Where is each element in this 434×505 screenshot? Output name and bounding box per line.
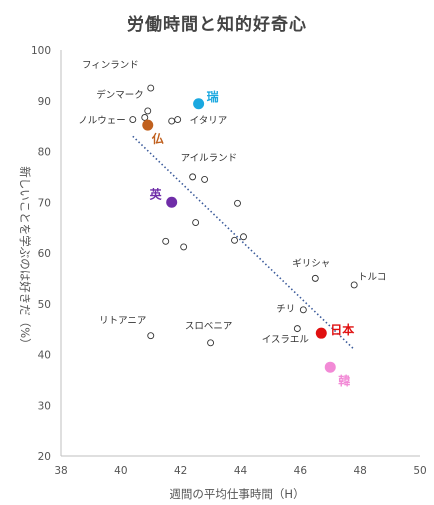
point-label: アイルランド — [181, 153, 238, 164]
highlight-label: 英 — [150, 186, 163, 201]
data-point — [350, 281, 358, 289]
y-tick-label: 60 — [38, 248, 51, 260]
x-tick-label: 38 — [54, 465, 67, 477]
x-tick-label: 50 — [413, 465, 426, 477]
highlight-point — [142, 119, 154, 131]
point-label: スロベニア — [185, 321, 233, 332]
highlight-point — [166, 196, 178, 208]
point-label: イタリア — [190, 116, 228, 127]
y-axis-title: 新しいことを学ぶのは好きだ（%） — [18, 166, 32, 349]
data-point — [144, 107, 152, 115]
y-tick-label: 30 — [38, 400, 51, 412]
data-point — [293, 325, 301, 333]
x-tick-label: 44 — [234, 465, 248, 477]
y-tick-label: 70 — [38, 197, 51, 209]
highlight-point — [324, 361, 336, 373]
x-tick-label: 40 — [114, 465, 127, 477]
highlight-point — [193, 98, 205, 110]
point-label: ノルウェー — [78, 116, 126, 127]
chart-title: 労働時間と知的好奇心 — [127, 15, 307, 35]
highlight-label: 瑞 — [207, 89, 219, 104]
data-point — [162, 237, 170, 245]
data-point — [311, 274, 319, 282]
highlight-label: 韓 — [338, 373, 350, 388]
data-point — [240, 233, 247, 241]
y-tick-label: 90 — [38, 96, 51, 108]
x-tick-label: 46 — [294, 465, 308, 477]
data-point — [147, 84, 155, 92]
x-axis-title: 週間の平均仕事時間（H） — [169, 487, 304, 501]
trendline — [132, 135, 355, 351]
point-label: イスラエル — [262, 335, 310, 346]
y-tick-label: 20 — [38, 451, 51, 463]
y-tick-label: 80 — [38, 147, 51, 159]
point-label: リトアニア — [99, 316, 146, 327]
x-tick-label: 48 — [353, 465, 366, 477]
data-point — [129, 116, 137, 123]
point-label: チリ — [276, 304, 295, 315]
data-point — [141, 114, 149, 121]
data-point — [234, 199, 241, 207]
data-point — [147, 332, 155, 340]
data-point — [231, 236, 238, 244]
data-point — [168, 117, 176, 125]
y-tick-label: 40 — [38, 350, 51, 362]
y-tick-label: 100 — [31, 45, 51, 57]
point-label: トルコ — [358, 272, 386, 283]
data-point — [174, 116, 182, 123]
point-label: ギリシャ — [292, 258, 330, 269]
data-point — [189, 173, 197, 181]
highlight-point — [315, 327, 327, 339]
data-point — [201, 175, 209, 183]
data-point — [207, 339, 215, 347]
highlight-label: 日本 — [330, 322, 354, 337]
point-label: フィンランド — [82, 60, 139, 71]
y-tick-label: 50 — [38, 299, 51, 311]
point-label: デンマーク — [96, 89, 144, 101]
data-point — [192, 219, 200, 227]
data-point — [180, 243, 188, 251]
data-point — [299, 306, 307, 314]
x-tick-label: 42 — [174, 465, 187, 477]
highlight-label: 仏 — [152, 132, 164, 146]
